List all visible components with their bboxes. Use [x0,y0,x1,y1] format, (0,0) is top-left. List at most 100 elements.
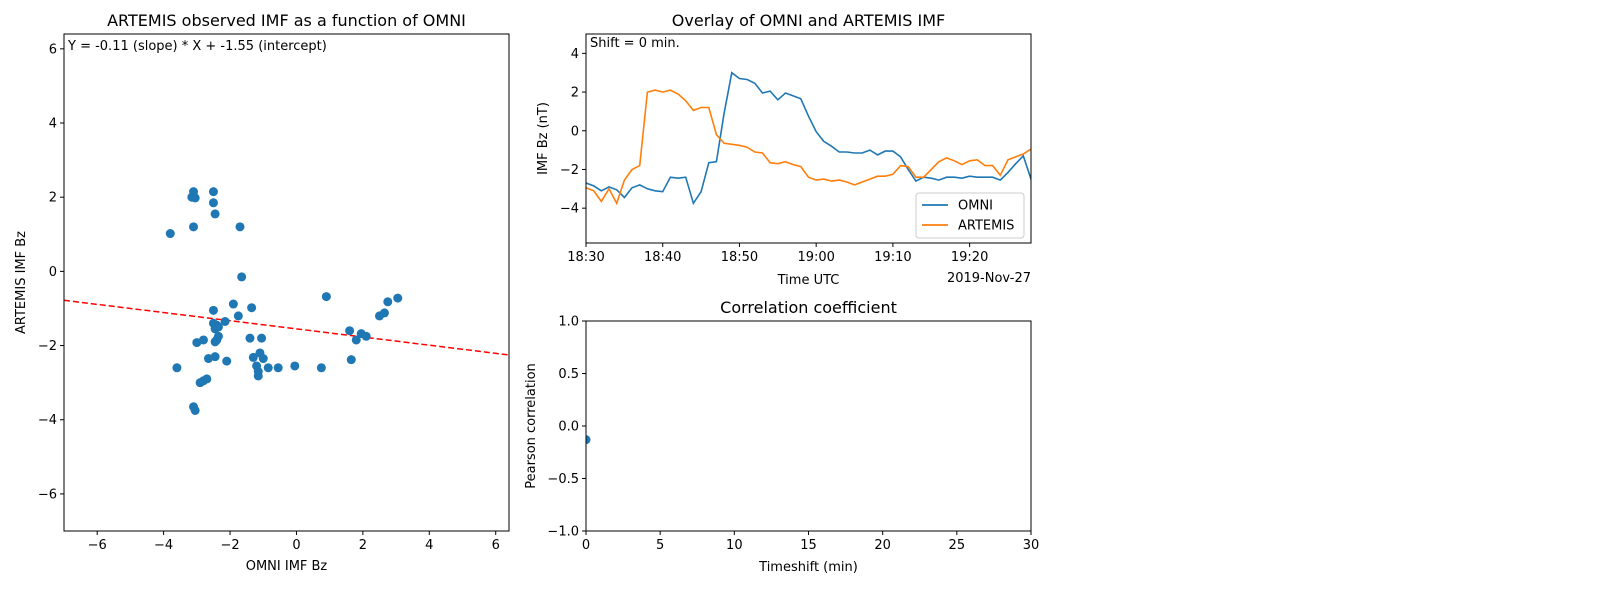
correlation-y-label: Pearson correlation [524,363,539,489]
scatter-x-tick: −2 [220,538,239,553]
correlation-y-tick: −0.5 [547,472,579,487]
overlay-y-tick: 4 [571,47,579,62]
scatter-point [245,333,255,343]
scatter-point [258,354,268,364]
scatter-point [202,374,212,384]
correlation-x-tick: 10 [726,538,743,553]
correlation-y-tick: 0.0 [558,420,579,435]
overlay-y-tick: −4 [560,202,579,217]
scatter-point [321,292,331,302]
scatter-point [351,335,361,345]
scatter-axes-frame [63,33,510,532]
scatter-point [247,303,257,313]
overlay-x-tick: 19:20 [951,250,988,265]
scatter-y-tick: −6 [38,487,57,502]
correlation-x-tick: 25 [949,538,966,553]
scatter-y-tick: 2 [49,191,57,206]
correlation-x-tick: 5 [656,538,664,553]
overlay-x-tick: 18:30 [567,250,604,265]
scatter-point [257,333,267,343]
scatter-point [172,363,182,373]
overlay-x-tick: 18:40 [644,250,681,265]
scatter-x-label: OMNI IMF Bz [246,559,328,574]
legend-label-artemis: ARTEMIS [958,219,1014,234]
correlation-y-tick: 1.0 [558,315,579,330]
overlay-title: Overlay of OMNI and ARTEMIS IMF [672,11,945,30]
correlation-x-tick: 30 [1023,538,1040,553]
scatter-point [345,326,355,336]
scatter-point [383,297,393,307]
scatter-point [290,361,300,371]
scatter-point [220,316,230,326]
scatter-point [263,363,273,373]
scatter-point [346,355,356,365]
overlay-axes-frame [585,33,1032,244]
scatter-x-tick: 4 [425,538,433,553]
overlay-y-tick: 0 [571,124,579,139]
correlation-panel: Correlation coefficient 0 5 10 15 20 25 30 −1.0 −… [524,298,1039,575]
correlation-x-tick: 0 [582,538,590,553]
correlation-x-tick: 20 [874,538,891,553]
scatter-x-tick: 2 [359,538,367,553]
scatter-point [273,363,283,373]
scatter-point [213,331,223,341]
overlay-x-tick: 18:50 [721,250,758,265]
scatter-point [248,352,258,362]
overlay-y-tick: −2 [560,163,579,178]
scatter-point [208,305,218,315]
scatter-point [165,229,175,239]
overlay-panel: Overlay of OMNI and ARTEMIS IMF 18:30 18:4… [536,11,1032,288]
scatter-x-tick: 6 [492,538,500,553]
correlation-point [586,435,591,445]
scatter-point [379,308,389,318]
scatter-point [222,356,232,366]
scatter-point [393,293,403,303]
scatter-point [210,352,220,362]
correlation-y-tick: −1.0 [547,525,579,540]
correlation-x-tick: 15 [800,538,817,553]
scatter-point [361,331,371,341]
legend: OMNI ARTEMIS [915,192,1025,239]
correlation-title: Correlation coefficient [720,298,897,317]
scatter-point [237,272,247,282]
scatter-point [189,222,199,232]
scatter-panel: ARTEMIS observed IMF as a function of OM… [14,11,510,574]
overlay-x-tick: 19:00 [797,250,834,265]
scatter-x-tick: −4 [154,538,173,553]
scatter-y-label: ARTEMIS IMF Bz [14,231,29,334]
regression-line [63,299,510,356]
scatter-y-tick: −2 [38,339,57,354]
correlation-x-label: Timeshift (min) [758,560,858,575]
scatter-point [233,311,243,321]
scatter-y-tick: 0 [49,265,57,280]
scatter-point [190,193,200,203]
scatter-fit-annotation: Y = -0.11 (slope) * X + -1.55 (intercept… [67,39,327,54]
scatter-point [198,335,208,345]
scatter-y-tick: −4 [38,413,57,428]
scatter-point [228,299,238,309]
scatter-point [190,405,200,415]
scatter-point [213,322,223,332]
correlation-y-tick: 0.5 [558,367,579,382]
legend-label-omni: OMNI [958,199,993,214]
scatter-y-tick: 6 [49,42,57,57]
scatter-title: ARTEMIS observed IMF as a function of OM… [107,11,466,30]
scatter-point [253,371,263,381]
correlation-axes-frame [585,320,1032,532]
overlay-shift-annotation: Shift = 0 min. [590,36,680,51]
scatter-point [208,187,218,197]
scatter-point [210,209,220,219]
scatter-x-tick: −6 [88,538,107,553]
overlay-x-tick: 19:10 [874,250,911,265]
scatter-point [235,222,245,232]
scatter-point [316,363,326,373]
overlay-x-label: Time UTC [777,273,840,288]
overlay-y-label: IMF Bz (nT) [536,102,551,175]
overlay-y-tick: 2 [571,86,579,101]
scatter-x-tick: 0 [292,538,300,553]
overlay-date-label: 2019-Nov-27 [947,271,1031,286]
series-line-omni [586,71,1031,206]
scatter-point [208,198,218,208]
scatter-y-tick: 4 [49,117,57,132]
